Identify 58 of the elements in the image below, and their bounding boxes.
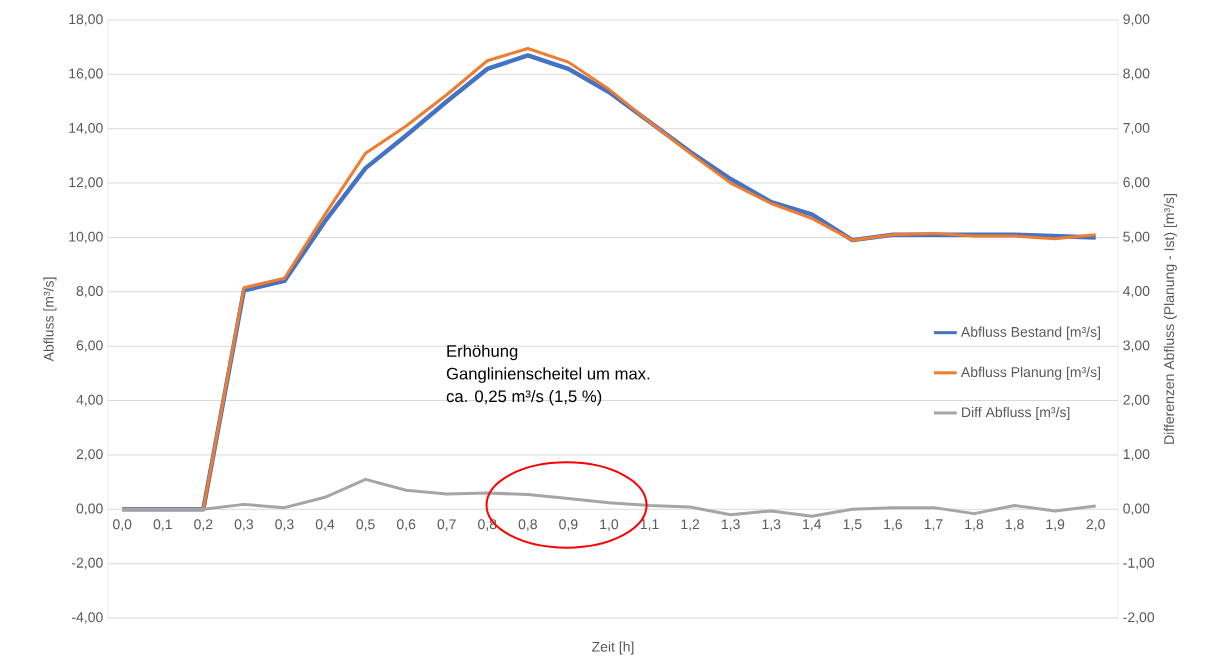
- x-tick-label: 1,2: [681, 519, 700, 531]
- annotation: ca. 0,25 m³/s (1,5 %): [446, 389, 602, 406]
- x-tick-label: 1,8: [965, 519, 984, 531]
- x-tick-label: 0,6: [396, 519, 416, 531]
- y2-tick-label: 2,00: [1123, 394, 1150, 407]
- y2-tick-label: 7,00: [1123, 122, 1150, 135]
- x-tick-label: 1,7: [924, 519, 943, 531]
- x-tick-label: 1,6: [884, 519, 903, 531]
- legend-label: Abfluss Planung [m³/s]: [960, 366, 1100, 380]
- legend-label: Diff Abfluss [m³/s]: [962, 406, 1070, 420]
- x-tick-label: 1,8: [1005, 519, 1024, 531]
- y2-tick-label: -1,00: [1123, 557, 1155, 570]
- x-tick-label: 0,0: [113, 519, 132, 531]
- legend-label: Abfluss Bestand [m³/s]: [960, 326, 1100, 340]
- y2-tick-label: 6,00: [1123, 177, 1150, 189]
- x-axis-title: Zeit [h]: [592, 641, 634, 655]
- y2-tick-label: -2,00: [1123, 612, 1155, 624]
- y-tick-label: 4,00: [76, 394, 103, 407]
- x-tick-label: 0,7: [437, 519, 456, 531]
- annotation: Erhöhung: [447, 344, 518, 361]
- x-tick-label: 1,5: [843, 519, 862, 531]
- y2-tick-label: 8,00: [1123, 68, 1150, 81]
- x-tick-label: 0,2: [194, 519, 213, 531]
- y-tick-label: 6,00: [76, 340, 103, 352]
- x-tick-label: 0,3: [275, 519, 294, 531]
- x-tick-label: 1,9: [1046, 519, 1065, 531]
- x-tick-label: 1,3: [762, 519, 781, 531]
- y-tick-label: -4,00: [72, 612, 103, 624]
- y-tick-label: 2,00: [76, 449, 103, 461]
- x-tick-label: 0,1: [153, 519, 172, 531]
- y2-tick-label: 3,00: [1123, 340, 1150, 352]
- y2-tick-label: 0,00: [1123, 503, 1150, 516]
- x-tick-label: 0,9: [559, 519, 578, 531]
- x-tick-label: 1,0: [600, 519, 619, 531]
- y-tick-label: 14,00: [69, 122, 103, 135]
- x-tick-label: 0,8: [518, 519, 537, 531]
- y-tick-label: 8,00: [76, 286, 103, 298]
- x-tick-label: 1,3: [721, 519, 740, 531]
- y2-tick-label: 5,00: [1123, 231, 1150, 244]
- x-tick-label: 2,0: [1086, 519, 1105, 531]
- x-tick-label: 0,3: [234, 519, 253, 531]
- y2-tick-label: 1,00: [1123, 449, 1150, 461]
- y2-tick-label: 4,00: [1123, 286, 1150, 298]
- annotation: Ganglinienscheitel um max.: [446, 367, 650, 383]
- y-tick-label: 12,00: [69, 177, 103, 189]
- x-tick-label: 0,4: [315, 519, 335, 531]
- y-tick-label: 10,00: [69, 231, 103, 244]
- y-tick-label: 0,00: [76, 503, 103, 516]
- y2-axis-title: Differenzen Abfluss (Planung - Ist) [m³/s]: [1163, 194, 1177, 444]
- y-tick-label: 16,00: [69, 68, 103, 81]
- y-tick-label: -2,00: [72, 557, 103, 570]
- x-tick-label: 1,4: [803, 519, 822, 531]
- y2-tick-label: 9,00: [1123, 14, 1150, 26]
- y-tick-label: 18,00: [69, 14, 103, 26]
- x-tick-label: 0,8: [478, 519, 497, 531]
- y-axis-title: Abfluss [m³/s]: [43, 277, 57, 362]
- x-tick-label: 1,1: [640, 519, 659, 531]
- x-tick-label: 0,5: [356, 519, 375, 531]
